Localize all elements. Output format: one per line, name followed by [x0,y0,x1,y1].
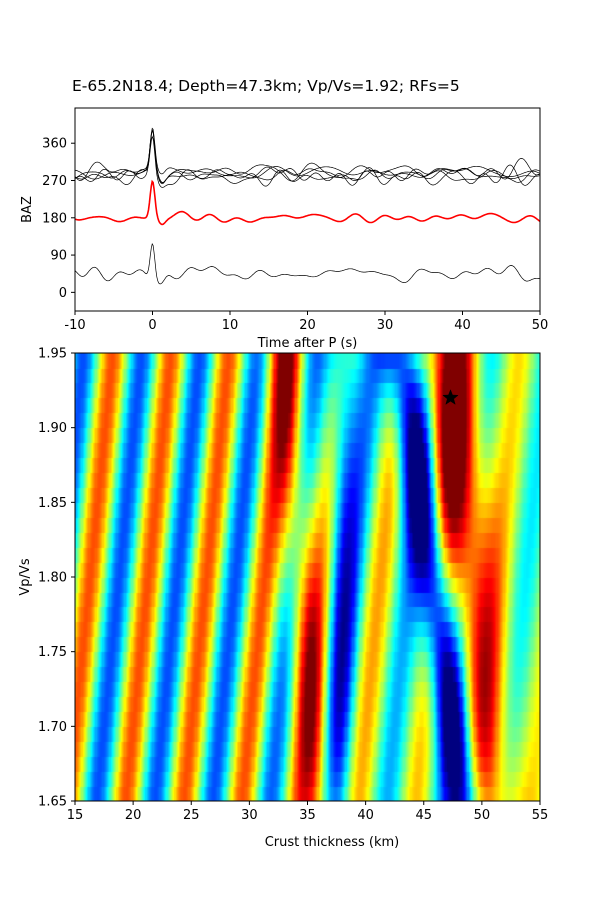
rf-x-tick-label: 0 [148,318,156,333]
rf-trace-line [74,129,541,184]
rf-x-tick-label: 30 [377,318,394,333]
rf-x-axis-label: Time after P (s) [257,336,358,351]
rf-x-tick-label: 50 [532,318,549,333]
rf-trace-line [74,242,541,285]
hk-heatmap [75,353,540,801]
best-fit-star [442,389,459,405]
hk-x-axis-label: Crust thickness (km) [265,835,400,850]
hk-x-tick-label: 45 [415,808,432,823]
hk-y-tick-label: 1.90 [38,421,67,436]
hk-y-tick-label: 1.75 [38,645,67,660]
rf-x-ticks: -10 0 10 20 30 40 50 [64,311,548,333]
hk-y-tick-label: 1.85 [38,496,67,511]
rf-y-tick-label: 90 [50,249,67,264]
rf-trace-line [74,135,540,188]
hk-x-tick-label: 20 [125,808,142,823]
hk-stack-panel: 15 20 25 30 35 40 45 50 55 1.651.701.751.801.851… [18,347,548,851]
rf-y-ticks: 0 90 180 270 360 [42,137,75,301]
rf-y-tick-label: 180 [42,211,67,226]
rf-y-tick-label: 0 [59,286,67,301]
best-fit-star-marker [442,389,459,405]
hk-y-tick-label: 1.95 [38,347,67,362]
rf-trace-line [74,129,541,186]
hk-x-tick-label: 40 [357,808,374,823]
rf-y-tick-label: 360 [42,137,67,152]
stacked-rf-line [74,179,541,226]
rf-x-tick-label: 40 [454,318,471,333]
hk-y-axis-label: Vp/Vs [18,558,33,595]
hk-y-tick-label: 1.80 [38,571,67,586]
figure-title: E-65.2N18.4; Depth=47.3km; Vp/Vs=1.92; R… [72,77,460,95]
rf-x-tick-label: -10 [64,318,85,333]
hk-y-ticks: 1.65 1.70 1.75 1.80 1.85 1.90 1.95 [38,347,75,810]
rf-y-tick-label: 270 [42,174,67,189]
rf-axes-frame [74,107,541,312]
hk-x-tick-label: 25 [183,808,200,823]
hk-x-ticks: 15 20 25 30 35 40 45 50 55 [67,801,549,823]
hk-x-tick-label: 30 [241,808,258,823]
rf-x-tick-label: 10 [222,318,239,333]
hk-x-tick-label: 15 [67,808,84,823]
hk-y-tick-label: 1.70 [38,720,67,735]
rf-traces-panel: -10 0 10 20 30 40 50 0 90 180 270 360 Time after P… [20,107,548,351]
hk-x-tick-label: 50 [474,808,491,823]
rf-traces [74,127,541,285]
rf-y-axis-label: BAZ [20,196,35,223]
hk-x-tick-label: 55 [532,808,549,823]
rf-trace-line [74,127,541,180]
rf-x-tick-label: 20 [299,318,316,333]
hk-x-tick-label: 35 [299,808,316,823]
hk-y-tick-label: 1.65 [38,795,67,810]
